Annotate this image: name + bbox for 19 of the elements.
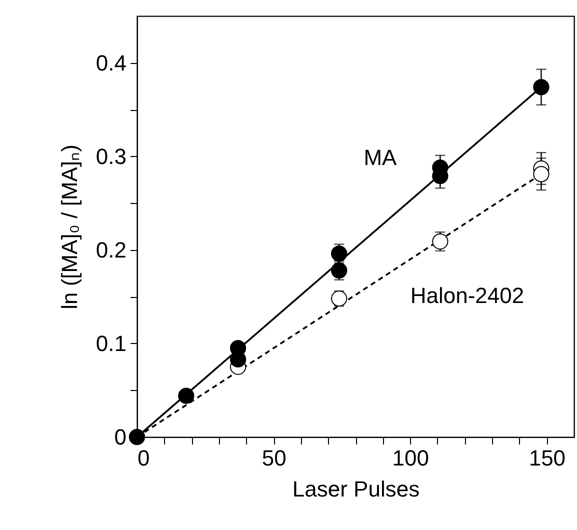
point <box>128 428 146 446</box>
point <box>331 290 348 307</box>
point <box>533 166 550 182</box>
y-tick-label: 0.3 <box>96 144 126 169</box>
point <box>432 233 448 250</box>
x-tick-label: 0 <box>138 446 150 470</box>
y-tick-label: 0 <box>114 424 126 450</box>
x-axis-title: Laser Pulses <box>292 476 420 502</box>
y-axis-title: ln ([MA]₀ / [MA]ₙ) <box>56 144 82 310</box>
series-label: Halon-2402 <box>410 283 524 308</box>
x-tick-label: 50 <box>262 446 286 470</box>
point <box>178 388 194 404</box>
x-tick-label: 150 <box>528 446 566 470</box>
x-tick-label: 100 <box>392 446 429 470</box>
point <box>533 79 550 96</box>
y-tick-label: 0.1 <box>96 330 126 356</box>
y-tick-label: 0.2 <box>96 237 126 262</box>
y-tick-label: 0.4 <box>96 50 126 76</box>
series-label: MA <box>364 145 398 170</box>
